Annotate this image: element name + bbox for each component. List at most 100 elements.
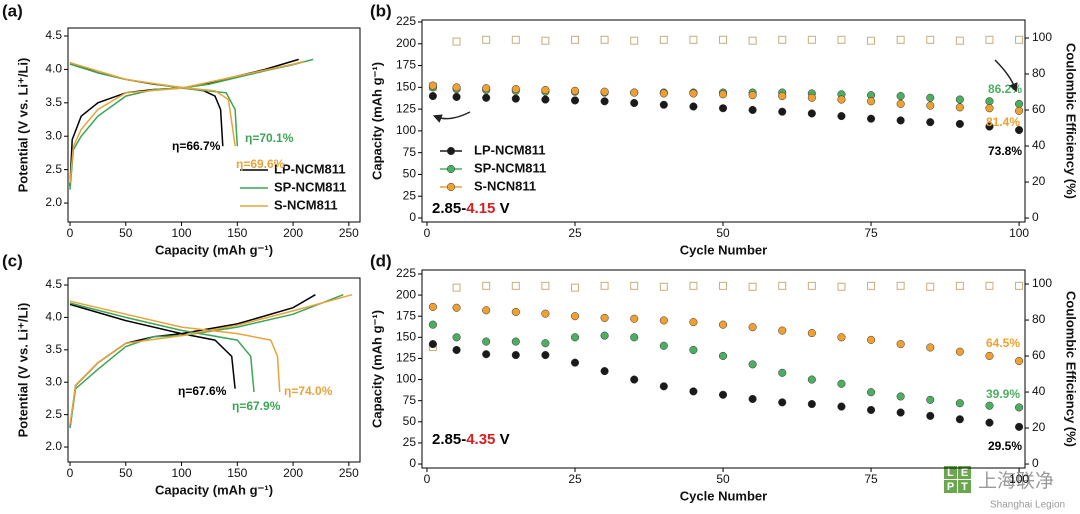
capacity-marker (541, 85, 550, 94)
ce-marker (926, 35, 935, 44)
capacity-marker (985, 418, 994, 427)
capacity-marker (541, 95, 550, 104)
voltage-window: 2.85-4.15 V (432, 200, 510, 217)
ce-marker (689, 35, 698, 44)
capacity-marker (659, 341, 668, 350)
annotation: η=66.7% (172, 139, 221, 153)
ce-marker (807, 281, 816, 290)
capacity-marker (541, 309, 550, 318)
capacity-marker (955, 95, 964, 104)
ce-marker (1015, 281, 1024, 290)
y2-axis-label: Coulombic Efficiency (%) (1064, 291, 1079, 447)
capacity-marker (511, 337, 520, 346)
y-axis-label: Capacity (mAh g⁻¹) (369, 62, 384, 180)
panel-label: (b) (370, 1, 392, 20)
x-tick-label: 250 (339, 466, 359, 480)
y2-tick-label: 60 (1032, 102, 1046, 116)
ce-marker (511, 35, 520, 44)
capacity-marker (689, 102, 698, 111)
capacity-marker (896, 392, 905, 401)
capacity-marker (482, 306, 491, 315)
y2-tick-label: 60 (1032, 348, 1046, 362)
ce-marker (719, 281, 728, 290)
logo-box (958, 466, 971, 479)
capacity-marker (985, 351, 994, 360)
y-tick-label: 2.5 (45, 162, 62, 176)
y-axis-label: Potential (V vs. Li⁺/Li) (15, 58, 30, 193)
ce-marker (511, 281, 520, 290)
capacity-marker (778, 398, 787, 407)
voltage-part: 4.15 (466, 200, 495, 217)
capacity-marker (926, 343, 935, 352)
ce-marker (482, 35, 491, 44)
capacity-marker (867, 97, 876, 106)
capacity-marker (896, 408, 905, 417)
capacity-marker (452, 345, 461, 355)
y-tick-label: 225 (396, 14, 416, 28)
capacity-marker (926, 93, 935, 102)
capacity-marker (570, 358, 580, 367)
capacity-marker (985, 401, 994, 410)
ce-marker (837, 282, 846, 291)
legend-label: S-NCM811 (274, 197, 338, 212)
ce-marker (452, 37, 461, 46)
capacity-marker (511, 85, 520, 94)
y-tick-label: 225 (396, 266, 416, 280)
y-tick-label: 25 (403, 435, 417, 449)
capacity-marker (1015, 125, 1024, 135)
capacity-marker (428, 320, 437, 329)
annotation: 81.4% (986, 115, 1020, 129)
x-tick-label: 100 (1009, 226, 1029, 240)
watermark-logo: L E P T 上海联净 Shanghai Legion (944, 466, 1065, 511)
y-tick-label: 75 (403, 145, 417, 159)
ce-marker (807, 35, 816, 44)
capacity-marker (1015, 106, 1024, 115)
ce-marker (748, 36, 757, 45)
logo-letter: E (961, 467, 968, 479)
annotation: η=67.6% (178, 384, 227, 398)
legend-swatch (446, 182, 456, 192)
y-tick-label: 175 (396, 308, 416, 322)
capacity-marker (570, 333, 580, 342)
x-tick-label: 0 (67, 466, 74, 480)
capacity-marker (570, 86, 580, 95)
capacity-marker (541, 339, 550, 348)
capacity-marker (896, 340, 905, 349)
capacity-marker (778, 368, 787, 377)
capacity-marker (452, 92, 461, 101)
annotation: 86.2% (988, 82, 1022, 96)
ce-marker (955, 281, 964, 290)
capacity-marker (985, 104, 994, 113)
ce-marker (571, 35, 579, 44)
legend-label: LP-NCM811 (274, 161, 346, 176)
capacity-marker (837, 95, 846, 104)
capacity-marker (630, 333, 639, 342)
ce-marker (630, 36, 639, 45)
capacity-marker (896, 116, 905, 125)
ce-marker (867, 281, 876, 290)
y-tick-label: 3.0 (45, 128, 62, 142)
plot-frame (67, 277, 361, 463)
y-tick-label: 2.0 (45, 439, 62, 453)
capacity-marker (452, 333, 461, 342)
capacity-marker (630, 98, 639, 108)
y-axis-label: Capacity (mAh g⁻¹) (369, 310, 384, 428)
y-axis-label: Potential (V vs. Li⁺/Li) (15, 303, 30, 438)
capacity-marker (1015, 99, 1024, 108)
y-tick-label: 100 (396, 372, 416, 386)
ce-marker (985, 35, 994, 44)
capacity-marker (428, 81, 437, 90)
watermark-text: 上海联净 (978, 470, 1054, 492)
y2-tick-label: 80 (1032, 66, 1046, 80)
annotation: 64.5% (986, 336, 1020, 350)
legend-label: SP-NCM811 (274, 179, 346, 194)
panel-label: (c) (2, 251, 23, 270)
panel-label: (a) (2, 1, 23, 20)
capacity-marker (511, 307, 520, 317)
ce-marker (837, 35, 846, 44)
y2-tick-label: 40 (1032, 138, 1046, 152)
capacity-marker (689, 387, 698, 396)
capacity-marker (452, 303, 461, 312)
x-tick-label: 150 (227, 466, 247, 480)
logo-box (944, 466, 957, 479)
